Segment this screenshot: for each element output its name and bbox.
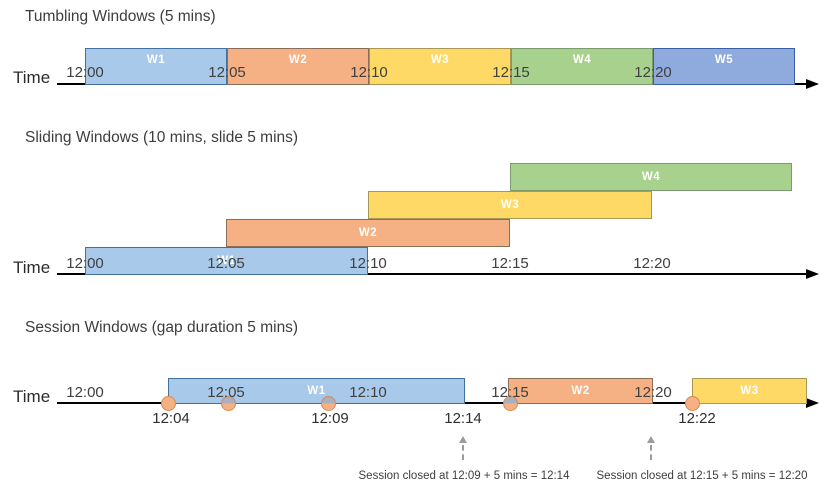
window-bar: W4	[511, 48, 653, 85]
sliding-section-title: Sliding Windows (10 mins, slide 5 mins)	[25, 129, 299, 146]
window-label: W2	[288, 54, 308, 66]
tick-label: 12:05	[208, 64, 246, 81]
window-bar: W3	[369, 48, 511, 85]
event-time-label: 12:04	[152, 410, 190, 427]
tick-label: 12:15	[491, 255, 529, 272]
window-label: W4	[572, 54, 592, 66]
window-bar: W3	[692, 378, 807, 404]
event-time-label: 12:14	[444, 410, 482, 427]
sliding-time-axis-label: Time	[13, 258, 51, 277]
timeline-arrow-icon	[806, 79, 819, 89]
window-bar: W2	[508, 378, 653, 404]
event-time-label: 12:22	[678, 410, 716, 427]
window-bar: W1	[85, 48, 227, 85]
tick-label: 12:00	[66, 384, 104, 401]
session-close-arrow-icon	[459, 436, 467, 460]
window-bar: W2	[226, 219, 510, 247]
arrow-dashed-shaft	[462, 445, 464, 460]
window-label: W2	[571, 385, 590, 397]
session-close-annotation: Session closed at 12:09 + 5 mins = 12:14	[358, 470, 570, 482]
tick-label: 12:05	[207, 255, 245, 272]
tick-label: 12:20	[634, 384, 672, 401]
tick-label: 12:20	[634, 64, 672, 81]
window-label: W5	[714, 54, 734, 66]
tick-label: 12:10	[350, 64, 388, 81]
window-label: W3	[740, 385, 759, 397]
window-label: W1	[217, 255, 236, 267]
session-section-title: Session Windows (gap duration 5 mins)	[25, 319, 299, 336]
tick-label: 12:10	[349, 255, 387, 272]
session-time-axis-label: Time	[13, 387, 51, 406]
session-close-annotation: Session closed at 12:15 + 5 mins = 12:20	[596, 470, 808, 482]
window-bar: W5	[653, 48, 795, 85]
event-dot	[321, 396, 336, 411]
timeline-line	[57, 273, 806, 275]
arrow-dashed-shaft	[650, 445, 652, 460]
window-label: W4	[641, 171, 661, 183]
session-close-arrow-icon	[647, 436, 655, 460]
window-bar: W1	[168, 378, 465, 404]
event-time-label: 12:09	[311, 410, 349, 427]
timeline-arrow-icon	[806, 269, 819, 279]
tick-label: 12:15	[492, 64, 530, 81]
arrow-head	[647, 436, 655, 443]
tick-label: 12:05	[207, 384, 245, 401]
window-label: W3	[430, 54, 450, 66]
event-dot	[161, 396, 176, 411]
event-dot	[221, 396, 236, 411]
window-bar: W4	[510, 163, 792, 191]
arrow-head	[459, 436, 467, 443]
window-label: W3	[500, 199, 520, 211]
timeline-arrow-icon	[806, 398, 819, 408]
window-label: W2	[358, 227, 378, 239]
tumbling-section-title: Tumbling Windows (5 mins)	[25, 8, 216, 25]
window-bar: W1	[85, 247, 368, 275]
tick-label: 12:20	[633, 255, 671, 272]
event-dot	[503, 396, 518, 411]
tick-label: 12:15	[491, 384, 529, 401]
tick-label: 12:00	[66, 255, 104, 272]
window-label: W1	[307, 385, 326, 397]
window-label: W1	[146, 54, 166, 66]
window-bar: W3	[368, 191, 652, 219]
tick-label: 12:10	[349, 384, 387, 401]
tumbling-time-axis-label: Time	[13, 68, 51, 87]
tick-label: 12:00	[66, 64, 104, 81]
window-bar: W2	[227, 48, 369, 85]
event-dot	[685, 396, 700, 411]
